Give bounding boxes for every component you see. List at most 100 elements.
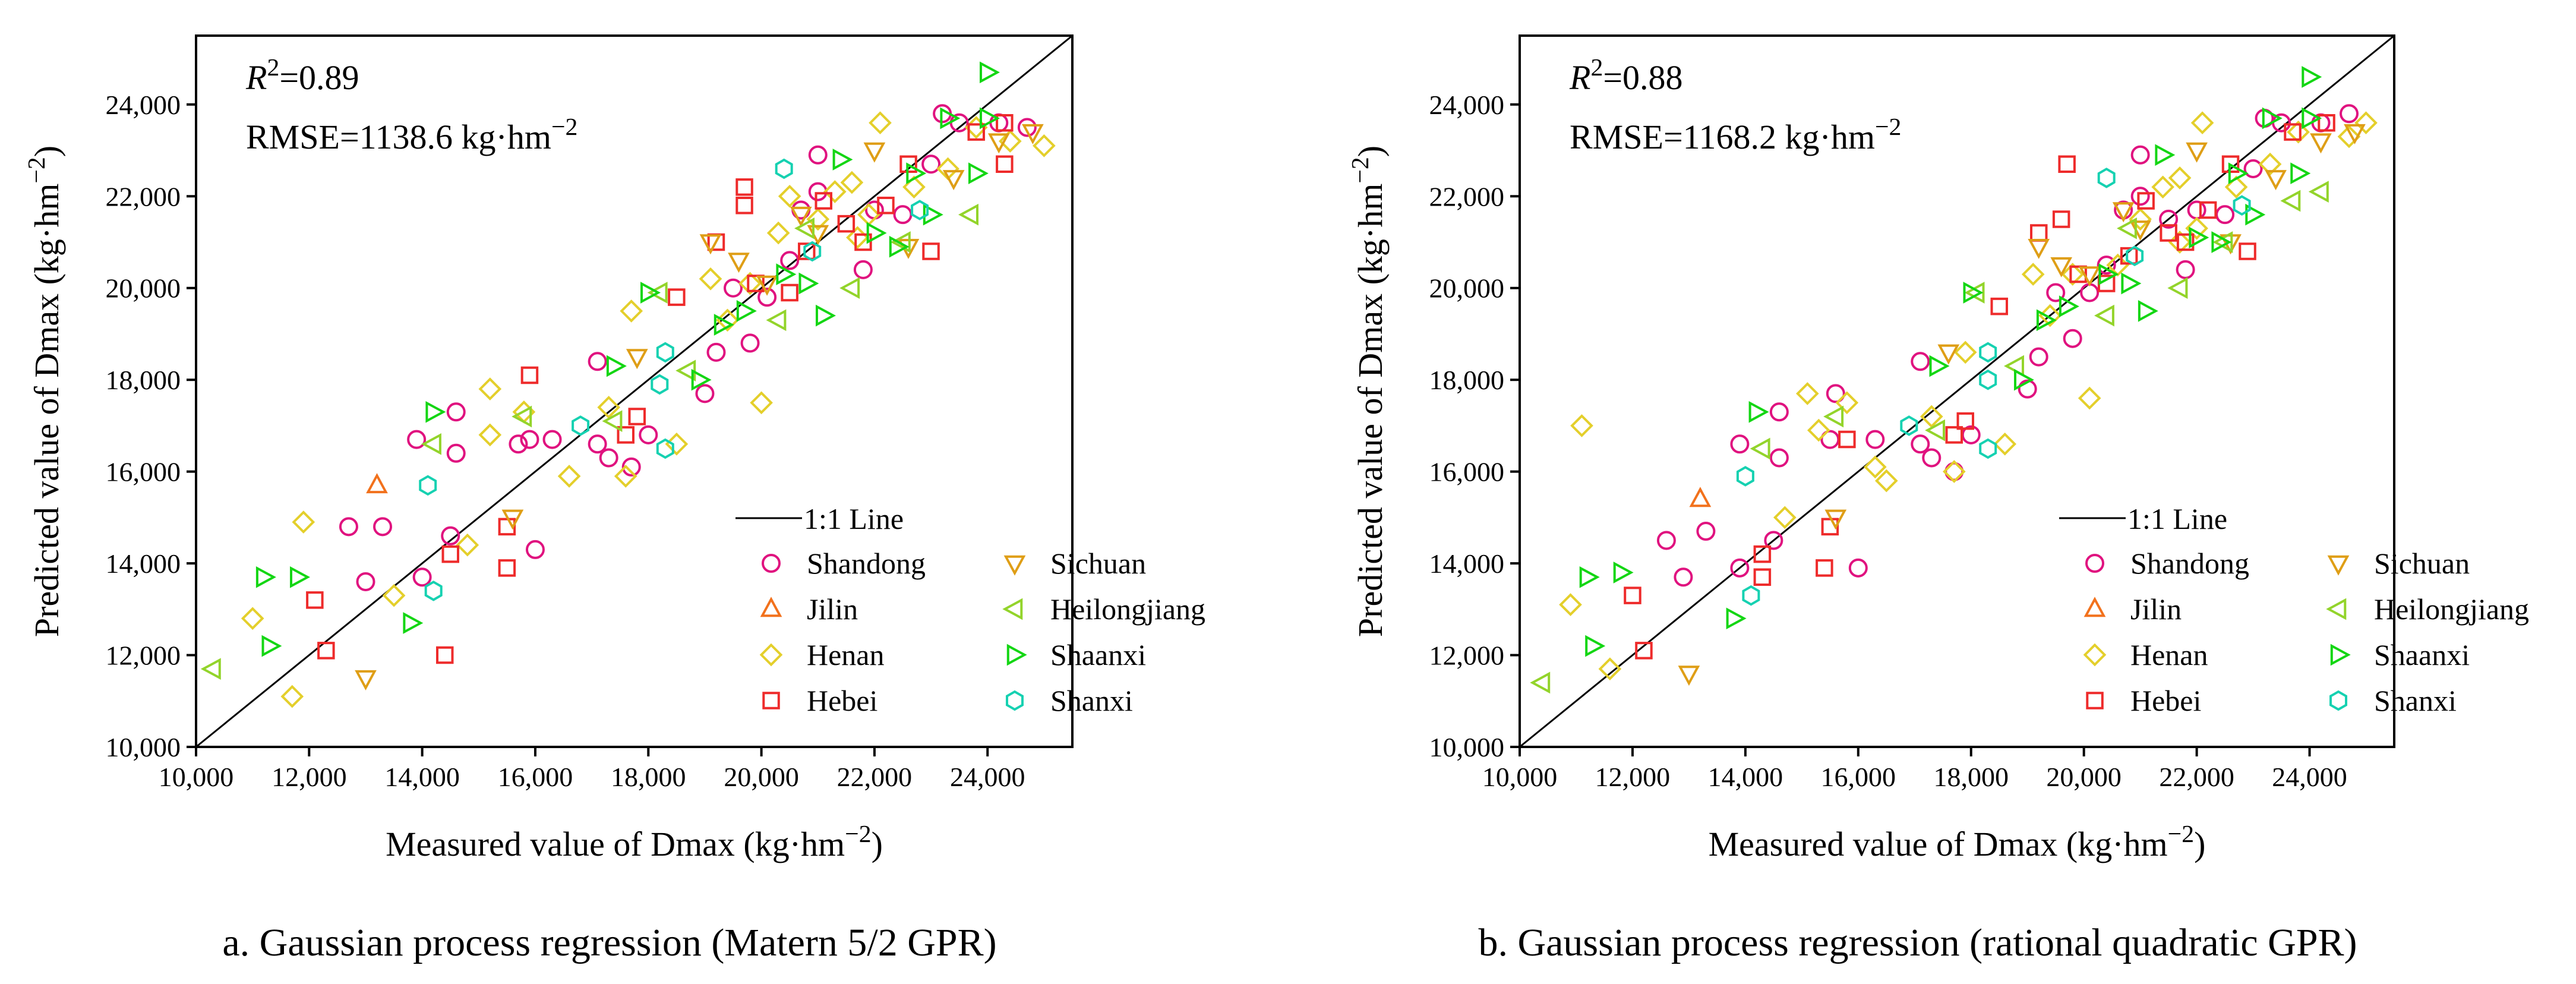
data-point (1925, 419, 1945, 441)
data-point (1613, 562, 1634, 584)
data-point (706, 342, 726, 362)
data-point (1942, 460, 1966, 483)
data-point (738, 272, 762, 295)
series-sichuan (355, 124, 1044, 690)
data-point (520, 366, 539, 384)
data-point (456, 533, 479, 557)
legend-label-heilongjiang: Heilongjiang (2374, 592, 2529, 626)
data-point (766, 221, 790, 245)
x-axis-title-exponent: −2 (845, 821, 871, 848)
data-point (691, 368, 712, 391)
r-squared-value: =0.89 (279, 58, 359, 97)
data-point (893, 205, 913, 225)
data-point (1635, 642, 1653, 660)
legend-label-shanxi: Shanxi (1050, 684, 1133, 717)
x-tick-label: 14,000 (384, 762, 460, 792)
data-point (2137, 192, 2155, 210)
panel-caption: a. Gaussian process regression (Matern 5… (222, 921, 996, 964)
data-point (1944, 462, 1964, 481)
data-point (899, 155, 917, 173)
data-point (306, 591, 324, 609)
data-point (889, 235, 910, 258)
data-point (2189, 226, 2209, 249)
legend-marker-shaanxi (1006, 644, 1027, 666)
data-point (724, 278, 743, 298)
legend-marker-jilin (2083, 597, 2106, 617)
legend-marker-henan (759, 643, 783, 667)
data-point (2168, 231, 2192, 254)
data-point (1929, 355, 1950, 377)
data-point (1696, 522, 1716, 541)
data-point (2038, 304, 2062, 327)
data-point (290, 566, 311, 588)
y-tick-label: 22,000 (106, 181, 181, 212)
data-point (1900, 415, 1918, 436)
data-point (940, 107, 961, 130)
data-point (621, 457, 641, 477)
panel-a: 10,000 12,000 14,000 16,000 18,000 20,000 22,0… (23, 34, 1205, 964)
r-squared-text: R2=0.89 (245, 54, 359, 97)
data-point (588, 434, 607, 454)
data-point (2318, 114, 2335, 132)
data-point (902, 175, 926, 199)
data-point (921, 154, 941, 174)
data-point (968, 162, 989, 185)
x-axis-title-text: Measured value of Dmax (kg·hm (1709, 825, 2168, 863)
data-point (2167, 277, 2188, 299)
data-point (2155, 144, 2176, 166)
rmse-text: RMSE=1168.2 kg·hm−2 (1570, 113, 1901, 156)
data-point (2186, 142, 2208, 163)
data-point (840, 171, 864, 194)
data-point (922, 242, 940, 260)
y-tick-label: 18,000 (106, 365, 181, 395)
data-point (2190, 111, 2214, 135)
data-point (1579, 566, 1600, 588)
x-axis-title: Measured value of Dmax (kg·hm−2) (1709, 821, 2206, 863)
data-point (2078, 386, 2101, 410)
legend-label-hebei: Hebei (807, 684, 877, 717)
data-point (2228, 162, 2249, 185)
panel-caption: b. Gaussian process regression (rational… (1478, 921, 2357, 964)
data-point (512, 405, 532, 428)
data-point (854, 233, 872, 251)
data-point (1674, 567, 1693, 587)
data-point (2245, 203, 2266, 226)
legend-marker-jilin (760, 597, 782, 617)
series-henan (241, 111, 1056, 708)
data-point (1922, 448, 1942, 468)
legend-line-label: 1:1 Line (804, 502, 904, 535)
x-axis-title-close: ) (872, 825, 883, 863)
data-point (1964, 282, 1985, 304)
data-point (2160, 224, 2177, 242)
rmse-text: RMSE=1138.6 kg·hm−2 (246, 113, 577, 156)
data-point (958, 203, 978, 226)
legend-marker-heilongjiang (1002, 598, 1023, 620)
y-axis-title-text: Predicted value of Dmax (kg·hm (1351, 184, 1390, 637)
data-point (2112, 202, 2135, 223)
data-point (421, 433, 441, 455)
x-axis-title-text: Measured value of Dmax (kg·hm (386, 825, 845, 863)
x-tick-label: 24,000 (950, 762, 1025, 792)
data-point (736, 300, 757, 322)
data-point (1824, 509, 1847, 530)
data-point (1624, 586, 1641, 604)
data-point (699, 234, 722, 255)
x-tick-label: 22,000 (837, 762, 913, 792)
data-point (339, 517, 358, 537)
data-point (2138, 300, 2158, 322)
y-tick-label: 22,000 (1429, 181, 1505, 212)
data-point (803, 241, 822, 262)
data-point (542, 430, 562, 449)
data-point (869, 111, 892, 135)
data-point (1022, 124, 1044, 144)
y-tick-label: 20,000 (106, 273, 181, 304)
x-axis-title-exponent: −2 (2168, 821, 2194, 848)
data-point (2211, 231, 2232, 253)
legend-marker-sichuan (2327, 555, 2350, 576)
data-point (832, 149, 853, 171)
legend-marker-shandong (2085, 554, 2104, 573)
y-tick-label: 12,000 (106, 641, 181, 671)
legend-label-henan: Henan (807, 638, 885, 671)
data-point (839, 277, 860, 299)
